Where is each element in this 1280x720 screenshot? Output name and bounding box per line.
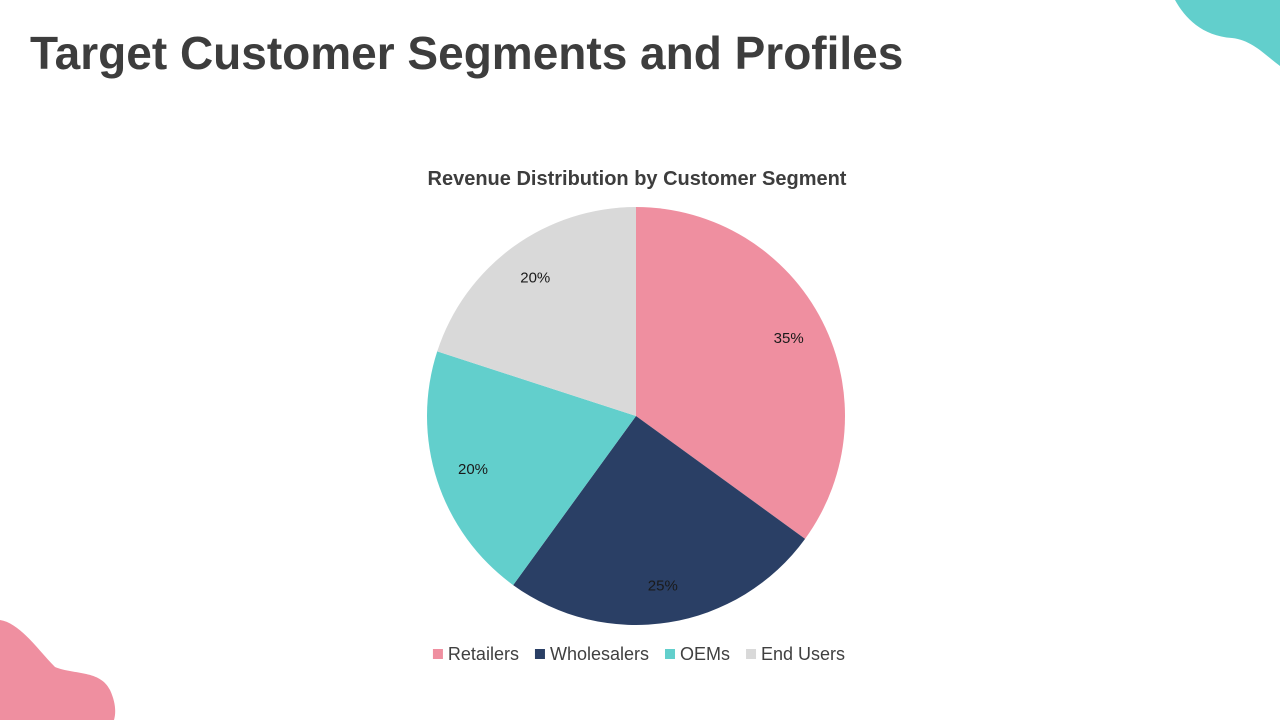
legend-swatch <box>665 649 676 659</box>
slide-title: Target Customer Segments and Profiles <box>30 27 904 79</box>
pie-slice-end-users <box>437 207 636 416</box>
data-label-wholesalers: 25% <box>648 577 678 594</box>
pie-slices <box>427 207 845 625</box>
pie-slice-retailers <box>636 207 845 539</box>
legend-label: Wholesalers <box>550 644 649 664</box>
legend-label: OEMs <box>680 644 730 664</box>
data-label-end-users: 20% <box>520 269 550 286</box>
legend-swatch <box>746 649 757 659</box>
pie-slice-wholesalers <box>513 416 806 625</box>
legend-label: Retailers <box>448 644 519 664</box>
decorative-blob-top-right <box>1175 0 1280 66</box>
data-label-oems: 20% <box>458 461 488 478</box>
pie-data-labels: 35% 25% 20% 20% <box>458 269 804 594</box>
decorative-blob-bottom-left <box>0 620 116 720</box>
legend-swatch <box>432 649 443 659</box>
legend-item-end-users: End Users <box>746 644 845 664</box>
legend-item-oems: OEMs <box>665 644 730 664</box>
data-label-retailers: 35% <box>774 330 804 347</box>
pie-slice-oems <box>427 351 636 586</box>
legend-swatch <box>534 649 545 659</box>
legend-label: End Users <box>761 644 845 664</box>
legend-item-wholesalers: Wholesalers <box>534 644 649 664</box>
chart-legend: Retailers Wholesalers OEMs End Users <box>432 644 845 664</box>
chart-title: Revenue Distribution by Customer Segment <box>428 168 847 190</box>
legend-item-retailers: Retailers <box>432 644 519 664</box>
